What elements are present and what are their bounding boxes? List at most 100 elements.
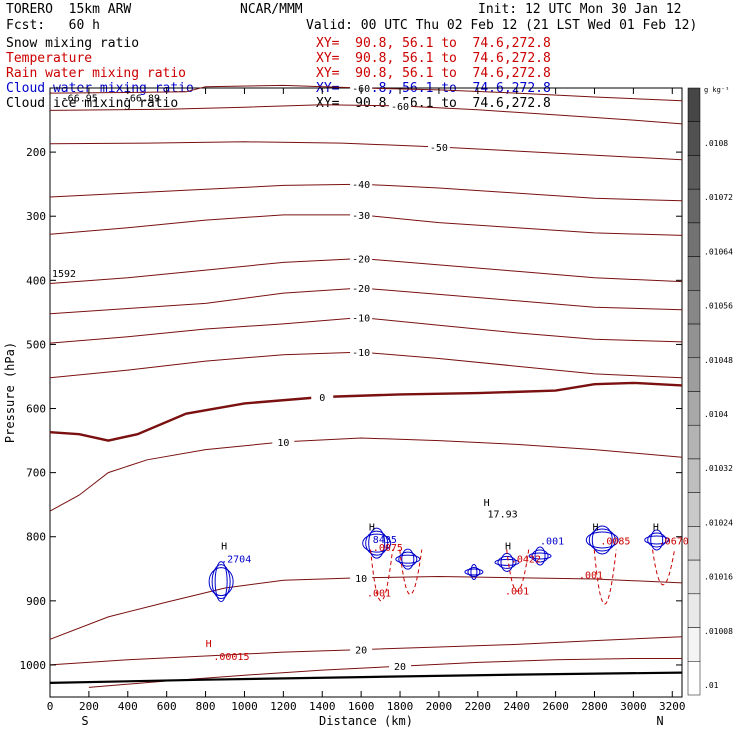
cloud-water-contour-4-2 <box>494 558 520 566</box>
rain-contour-1 <box>399 549 423 595</box>
temperature-contour-0 <box>49 84 683 102</box>
x-tick-label-2: 400 <box>118 700 138 713</box>
colorbar-label-8: .01016 <box>704 573 733 582</box>
cloud-water-contour-5-2 <box>528 552 552 560</box>
plot-label-17: .001 <box>367 588 391 599</box>
rain-contour-4 <box>652 549 676 586</box>
colorbar-cell-13 <box>687 526 701 561</box>
x-tick-label-0: 0 <box>47 700 54 713</box>
y-tick-label-2: 400 <box>26 274 46 287</box>
surface-line <box>49 671 683 684</box>
colorbar-cell-7 <box>687 323 701 359</box>
y-tick-label-0: 200 <box>26 146 46 159</box>
plot-label-14: .0085 <box>600 536 630 547</box>
temperature-contour-11 <box>49 575 683 640</box>
temperature-contour-10 <box>49 437 683 512</box>
colorbar-cell-14 <box>687 559 701 595</box>
x-tick-label-9: 1800 <box>387 700 414 713</box>
contour-label-bg-10 <box>272 435 295 448</box>
plot-label-0: -66.95 <box>62 93 98 104</box>
contour-label-7: -10 <box>352 313 370 324</box>
x-end-label-left: S <box>81 714 88 728</box>
plot-label-9: 17.93 <box>488 510 518 521</box>
rain-contour-0 <box>370 549 394 602</box>
plot-label-11: .0422 <box>511 554 541 565</box>
colorbar-cell-15 <box>687 593 701 628</box>
colorbar-cell-3 <box>687 188 701 224</box>
model-title: TORERO 15km ARW <box>6 2 132 17</box>
valid-time: Valid: 00 UTC Thu 02 Feb 12 (21 LST Wed … <box>306 18 698 33</box>
colorbar-label-5: .0104 <box>704 410 728 419</box>
colorbar-cell-5 <box>687 256 701 291</box>
contour-label-bg-3 <box>350 178 373 191</box>
colorbar-cell-16 <box>687 627 701 662</box>
colorbar-cell-10 <box>687 424 701 460</box>
colorbar-cell-0 <box>687 87 701 122</box>
contour-label-8: -10 <box>352 348 370 359</box>
y-axis-label: Pressure (hPa) <box>3 342 17 443</box>
x-tick-label-6: 1200 <box>270 700 297 713</box>
contour-label-3: -40 <box>352 180 370 191</box>
contour-label-12: 20 <box>355 646 367 657</box>
rain-contour-3 <box>593 549 617 605</box>
contour-label-bg-9 <box>311 390 334 403</box>
x-tick-label-4: 800 <box>196 700 216 713</box>
contour-label-10: 10 <box>277 438 289 449</box>
cloud-water-contour-0-1 <box>211 564 231 600</box>
x-tick-label-16: 3200 <box>659 700 686 713</box>
plot-label-6: 8435 <box>373 535 397 546</box>
colorbar-label-4: .01048 <box>704 356 733 365</box>
temperature-contour-9 <box>49 381 683 442</box>
x-tick-label-1: 200 <box>79 700 99 713</box>
x-tick-label-5: 1000 <box>231 700 258 713</box>
plot-label-16: .0670 <box>659 536 689 547</box>
colorbar-label-10: .01 <box>704 681 719 690</box>
plot-label-21: .00015 <box>213 652 249 663</box>
plot-label-18: .001 <box>505 586 529 597</box>
x-tick-label-8: 1600 <box>348 700 375 713</box>
contour-label-bg-6 <box>350 282 373 295</box>
cloud-water-contour-2-2 <box>395 554 421 564</box>
cloud-water-contour-0-0 <box>214 561 228 603</box>
colorbar-cell-9 <box>687 391 701 426</box>
colorbar-label-2: .01064 <box>704 247 733 256</box>
contour-label-bg-1 <box>389 99 412 112</box>
xy-temperature: XY= 90.8, 56.1 to 74.6,272.8 <box>316 36 551 51</box>
cloud-water-contour-1-0 <box>368 527 386 559</box>
y-tick-label-6: 800 <box>26 531 46 544</box>
plot-label-19: .001 <box>579 570 603 581</box>
plot-label-8: H <box>484 498 490 509</box>
colorbar-cell-1 <box>687 121 701 156</box>
plot-label-13: H <box>593 522 599 533</box>
cloud-water-contour-6-2 <box>585 531 619 549</box>
contour-label-bg-8 <box>350 346 373 359</box>
x-tick-label-14: 2800 <box>581 700 608 713</box>
cloud-water-contour-6-0 <box>591 525 613 555</box>
temperature-contour-1 <box>49 104 683 125</box>
xy-rain: XY= 90.8, 56.1 to 74.6,272.8 <box>316 51 551 66</box>
contour-label-9: 0 <box>319 393 325 404</box>
cloud-water-contour-1-2 <box>362 533 392 553</box>
cloud-water-contour-6-1 <box>588 528 616 552</box>
x-tick-label-13: 2600 <box>542 700 569 713</box>
y-tick-label-5: 700 <box>26 467 46 480</box>
colorbar-cell-2 <box>687 155 701 190</box>
colorbar-cell-12 <box>687 492 701 527</box>
x-tick-label-12: 2400 <box>503 700 530 713</box>
contour-label-bg-11 <box>350 571 373 584</box>
contour-label-2: -50 <box>430 143 448 154</box>
contour-label-11: 10 <box>355 574 367 585</box>
contour-label-13: 20 <box>394 662 406 673</box>
colorbar-label-3: .01056 <box>704 302 733 311</box>
colorbar-label-0: .0108 <box>704 139 728 148</box>
colorbar-label-7: .01024 <box>704 518 733 527</box>
cloud-water-contour-7-2 <box>644 535 670 545</box>
plot-label-7: .0075 <box>373 543 403 554</box>
contour-label-1: -60 <box>391 102 409 113</box>
field-snow: Snow mixing ratio <box>6 36 140 51</box>
xy-rain-2: XY= 90.8, 56.1 to 74.6,272.8 <box>316 66 551 81</box>
plot-label-1: -66.89 <box>124 93 160 104</box>
colorbar-unit: g kg⁻¹ <box>704 86 729 94</box>
contour-label-4: -30 <box>352 211 370 222</box>
